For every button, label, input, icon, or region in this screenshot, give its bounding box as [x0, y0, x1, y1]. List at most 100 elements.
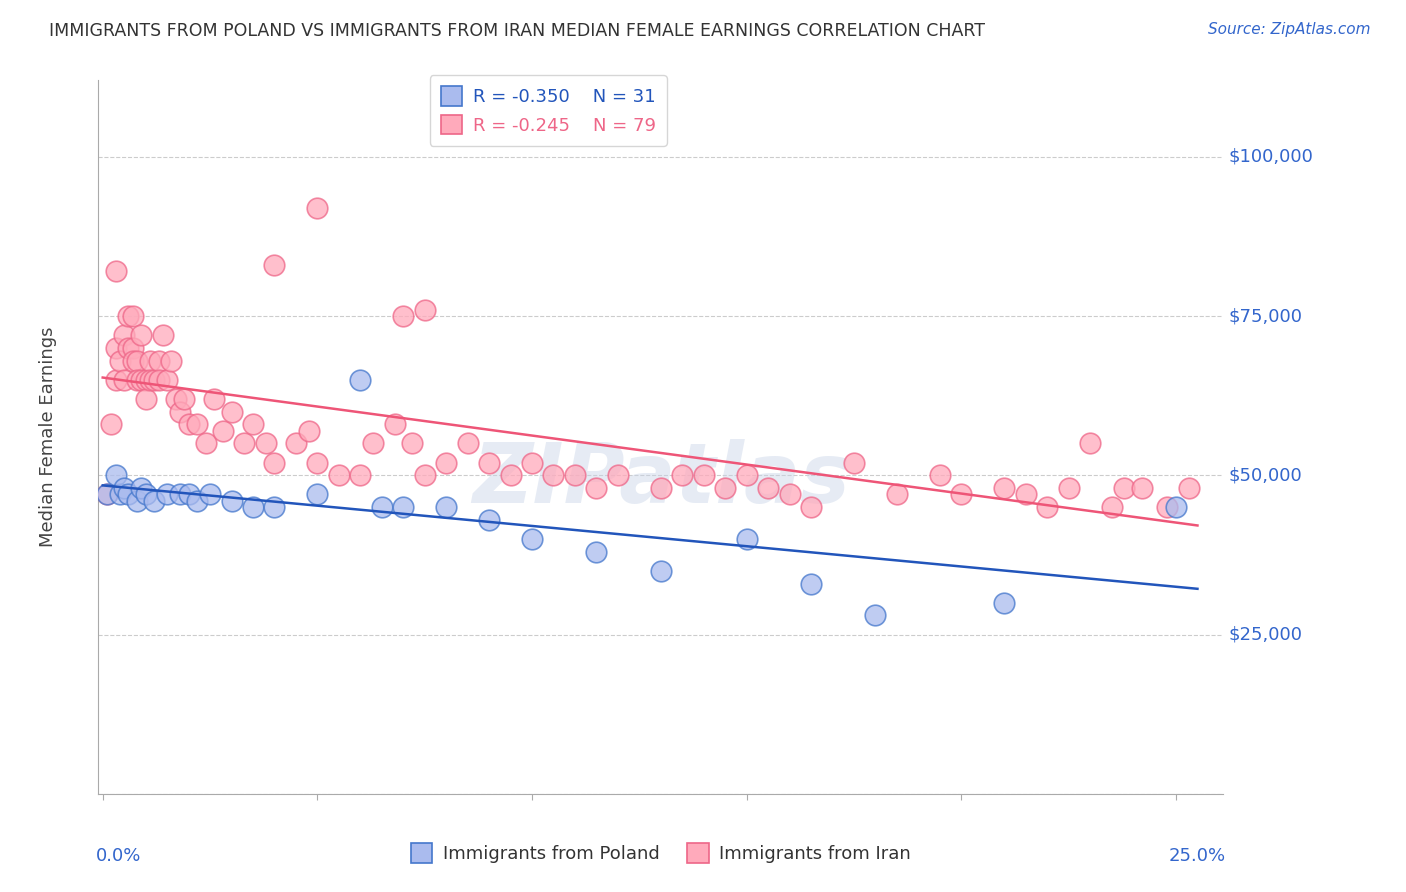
Point: [139, 373, 162, 387]
Text: 0.0%: 0.0%: [96, 847, 142, 865]
Point: [148, 373, 170, 387]
Point: [139, 353, 162, 368]
Point: [1114, 481, 1136, 495]
Point: [307, 487, 329, 501]
Text: 25.0%: 25.0%: [1168, 847, 1226, 865]
Point: [1164, 500, 1187, 515]
Point: [307, 201, 329, 215]
Point: [173, 392, 195, 406]
Point: [143, 493, 166, 508]
Point: [865, 608, 887, 623]
Point: [349, 373, 371, 387]
Text: Median Female Earnings: Median Female Earnings: [39, 326, 56, 548]
Text: $100,000: $100,000: [1229, 148, 1313, 166]
Point: [125, 353, 148, 368]
Point: [169, 404, 191, 418]
Point: [221, 404, 243, 418]
Point: [233, 436, 256, 450]
Point: [1178, 481, 1201, 495]
Point: [307, 456, 329, 470]
Point: [108, 353, 131, 368]
Point: [886, 487, 908, 501]
Point: [993, 596, 1015, 610]
Point: [117, 487, 139, 501]
Point: [756, 481, 779, 495]
Point: [585, 545, 607, 559]
Point: [242, 417, 264, 432]
Point: [131, 481, 153, 495]
Point: [564, 468, 586, 483]
Point: [165, 392, 187, 406]
Point: [117, 341, 139, 355]
Point: [434, 500, 457, 515]
Text: Source: ZipAtlas.com: Source: ZipAtlas.com: [1208, 22, 1371, 37]
Point: [478, 456, 501, 470]
Point: [121, 309, 143, 323]
Point: [125, 493, 148, 508]
Point: [671, 468, 693, 483]
Point: [104, 341, 127, 355]
Point: [284, 436, 307, 450]
Point: [194, 436, 217, 450]
Point: [100, 417, 122, 432]
Point: [413, 302, 436, 317]
Point: [221, 493, 243, 508]
Point: [212, 424, 235, 438]
Point: [606, 468, 628, 483]
Point: [143, 373, 166, 387]
Point: [121, 353, 143, 368]
Point: [131, 373, 153, 387]
Point: [1015, 487, 1038, 501]
Text: $25,000: $25,000: [1229, 625, 1303, 644]
Point: [371, 500, 394, 515]
Text: $50,000: $50,000: [1229, 467, 1302, 484]
Point: [361, 436, 384, 450]
Point: [735, 468, 758, 483]
Point: [242, 500, 264, 515]
Point: [413, 468, 436, 483]
Point: [177, 417, 200, 432]
Point: [96, 487, 118, 501]
Point: [800, 576, 823, 591]
Legend: Immigrants from Poland, Immigrants from Iran: Immigrants from Poland, Immigrants from …: [404, 836, 918, 871]
Point: [112, 481, 135, 495]
Point: [1078, 436, 1101, 450]
Point: [650, 564, 672, 578]
Text: ZIPatlas: ZIPatlas: [472, 440, 849, 520]
Point: [131, 328, 153, 343]
Point: [478, 513, 501, 527]
Text: IMMIGRANTS FROM POLAND VS IMMIGRANTS FROM IRAN MEDIAN FEMALE EARNINGS CORRELATIO: IMMIGRANTS FROM POLAND VS IMMIGRANTS FRO…: [49, 22, 986, 40]
Point: [263, 258, 285, 272]
Point: [842, 456, 865, 470]
Point: [135, 392, 157, 406]
Point: [169, 487, 191, 501]
Point: [520, 456, 543, 470]
Point: [104, 373, 127, 387]
Point: [202, 392, 225, 406]
Point: [401, 436, 423, 450]
Point: [392, 500, 415, 515]
Point: [585, 481, 607, 495]
Point: [135, 373, 157, 387]
Point: [499, 468, 522, 483]
Point: [950, 487, 973, 501]
Point: [135, 487, 157, 501]
Point: [263, 456, 285, 470]
Point: [520, 532, 543, 546]
Point: [198, 487, 221, 501]
Point: [112, 373, 135, 387]
Point: [349, 468, 371, 483]
Point: [298, 424, 321, 438]
Point: [457, 436, 479, 450]
Point: [104, 264, 127, 278]
Point: [928, 468, 950, 483]
Point: [800, 500, 823, 515]
Point: [148, 353, 170, 368]
Text: $75,000: $75,000: [1229, 307, 1303, 325]
Point: [186, 417, 208, 432]
Point: [152, 328, 174, 343]
Point: [104, 468, 127, 483]
Point: [121, 341, 143, 355]
Point: [714, 481, 737, 495]
Point: [125, 373, 148, 387]
